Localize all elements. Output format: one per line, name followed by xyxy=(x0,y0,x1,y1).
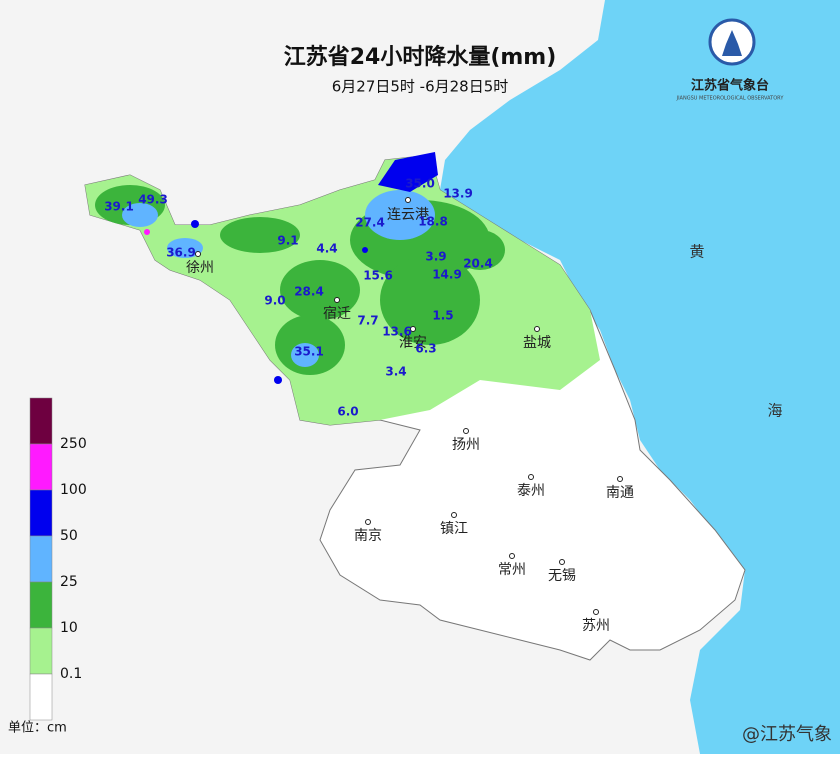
heavy-rain-areas xyxy=(122,190,435,367)
rainfall-value: 28.4 xyxy=(294,285,324,299)
city-dot xyxy=(463,428,469,434)
rainfall-value: 35.0 xyxy=(405,177,435,191)
legend-swatch xyxy=(29,443,53,491)
rainfall-value: 7.7 xyxy=(357,314,378,328)
legend-swatch xyxy=(29,397,53,445)
city-name: 宿迁 xyxy=(323,305,351,322)
city-name: 扬州 xyxy=(452,437,480,453)
city-dot xyxy=(534,326,540,332)
city-name: 盐城 xyxy=(523,335,551,351)
legend-label: 10 xyxy=(60,620,78,636)
legend-label: 25 xyxy=(60,574,78,590)
legend-swatch xyxy=(29,673,53,721)
rainfall-value: 35.1 xyxy=(294,345,324,359)
rainfall-value: 18.8 xyxy=(418,215,448,229)
logo-tower xyxy=(722,30,742,56)
rainfall-value: 9.1 xyxy=(277,234,298,248)
subtitle: 6月27日5时 -6月28日5时 xyxy=(332,78,509,96)
rainfall-value: 14.9 xyxy=(432,268,462,282)
rainfall-value: 13.6 xyxy=(382,325,412,339)
rainfall-value: 6.0 xyxy=(337,405,358,419)
legend-swatch xyxy=(29,627,53,675)
rainfall-value: 36.9 xyxy=(166,246,196,260)
city-name: 淮安 xyxy=(399,335,427,351)
sea-label: 黄 xyxy=(689,243,704,261)
city-dot xyxy=(593,609,599,615)
city-dot xyxy=(195,251,201,257)
city-name: 南京 xyxy=(354,528,382,544)
rainfall-value: 9.0 xyxy=(264,294,285,308)
rainfall-value: 15.6 xyxy=(363,269,393,283)
watermark: @江苏气象 xyxy=(742,724,832,745)
city-name: 连云港 xyxy=(387,207,429,223)
city-dot xyxy=(334,297,340,303)
unit-label: 单位：cm xyxy=(8,721,67,736)
rainstorm-areas xyxy=(191,152,438,384)
city-dot xyxy=(451,512,457,518)
rainfall-value: 6.3 xyxy=(415,342,436,356)
legend-swatch xyxy=(29,535,53,583)
rainfall-value: 27.4 xyxy=(355,216,385,230)
rainfall-value: 1.5 xyxy=(432,309,453,323)
legend-swatch xyxy=(29,489,53,537)
rainfall-value: 3.4 xyxy=(385,365,406,379)
rainfall-value: 13.9 xyxy=(443,187,473,201)
logo-name: 江苏省气象台 xyxy=(691,78,769,94)
city-dot xyxy=(365,519,371,525)
city-name: 无锡 xyxy=(548,568,576,584)
city-name: 徐州 xyxy=(186,260,214,276)
sea xyxy=(440,0,840,754)
rainfall-value: 39.1 xyxy=(104,200,134,214)
sea-label: 海 xyxy=(767,402,782,420)
torrential-rain-area xyxy=(144,229,150,235)
city-name: 常州 xyxy=(498,562,526,578)
rainfall-value: 49.3 xyxy=(138,193,168,207)
legend-swatch xyxy=(29,581,53,629)
legend-label: 250 xyxy=(60,436,87,452)
city-name: 镇江 xyxy=(440,521,468,537)
title: 江苏省24小时降水量(mm) xyxy=(284,44,557,70)
rainfall-value: 20.4 xyxy=(463,257,493,271)
city-name: 苏州 xyxy=(582,618,610,634)
city-dot xyxy=(405,197,411,203)
city-dot xyxy=(509,553,515,559)
city-dot xyxy=(410,326,416,332)
city-dot xyxy=(559,559,565,565)
legend-label: 50 xyxy=(60,528,78,544)
rainfall-value: 3.9 xyxy=(425,250,446,264)
legend-label: 100 xyxy=(60,482,87,498)
city-dot xyxy=(617,476,623,482)
logo-english: JIANGSU METEOROLOGICAL OBSERVATORY xyxy=(676,96,785,102)
legend-label: 0.1 xyxy=(60,666,82,682)
city-name: 南通 xyxy=(606,485,634,501)
rainfall-value: 4.4 xyxy=(316,242,337,256)
city-dot xyxy=(528,474,534,480)
city-name: 泰州 xyxy=(517,483,545,499)
moderate-rain-areas xyxy=(95,185,505,375)
